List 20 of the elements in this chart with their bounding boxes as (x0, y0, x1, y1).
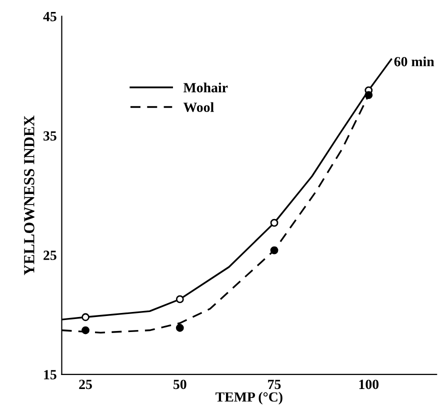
y-tick-label: 35 (44, 131, 56, 141)
legend-label: Mohair (183, 82, 228, 92)
point (82, 313, 90, 322)
point (364, 91, 373, 100)
y-tick-label: 15 (44, 370, 56, 380)
point (270, 218, 278, 227)
point (176, 324, 184, 332)
point (176, 295, 184, 304)
x-tick-label: 75 (268, 380, 281, 390)
x-tick-label: 50 (174, 380, 186, 390)
x-tick-label: 100 (359, 380, 379, 390)
x-tick-label: 25 (79, 380, 92, 390)
legend-label: Wool (183, 102, 214, 112)
y-axis-title: YELLOWNESS INDEX (24, 116, 34, 276)
y-tick-label: 45 (43, 12, 56, 22)
point (82, 326, 90, 334)
y-tick-label: 25 (44, 250, 56, 260)
x-axis-title: TEMP (°C) (216, 392, 282, 404)
point (270, 246, 278, 254)
annotation: 60 min (394, 56, 434, 66)
